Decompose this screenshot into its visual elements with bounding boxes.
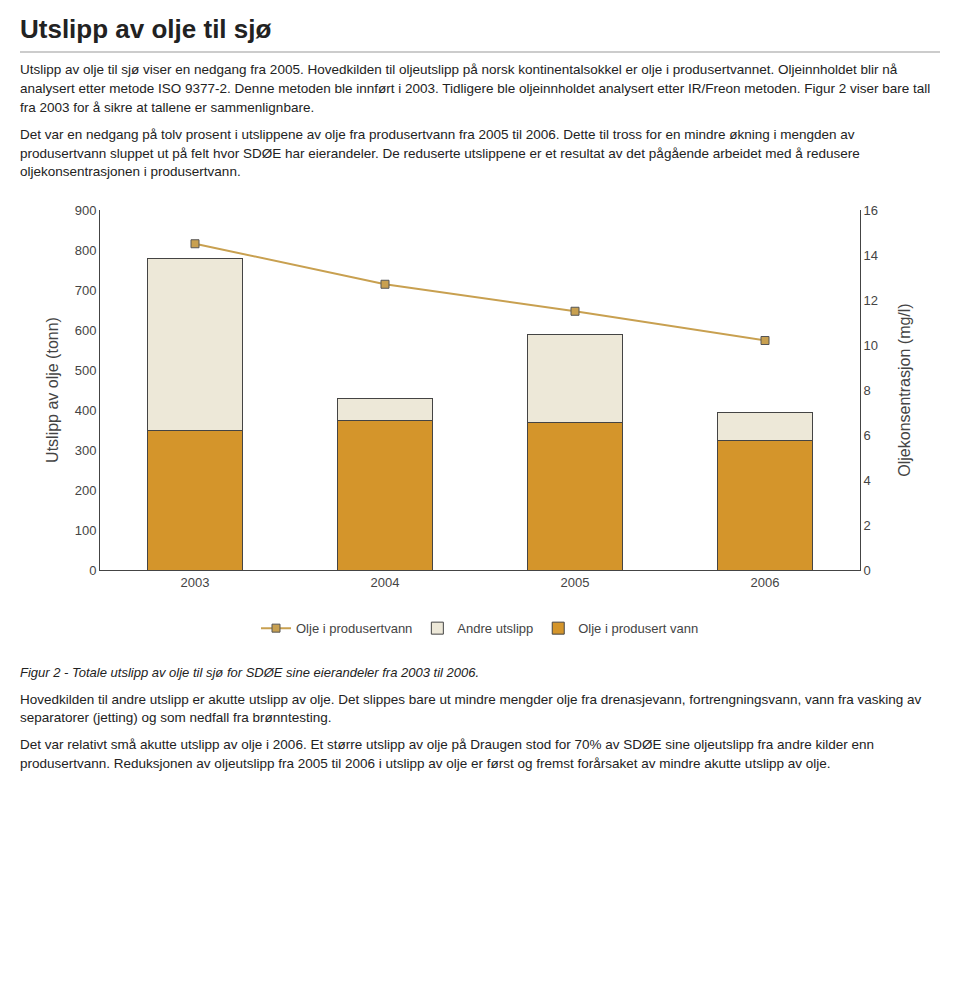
svg-text:8: 8: [864, 383, 871, 398]
svg-text:300: 300: [75, 443, 97, 458]
svg-text:100: 100: [75, 523, 97, 538]
svg-text:500: 500: [75, 363, 97, 378]
svg-text:900: 900: [75, 203, 97, 218]
svg-text:0: 0: [89, 563, 96, 578]
svg-text:600: 600: [75, 323, 97, 338]
svg-text:16: 16: [864, 203, 878, 218]
svg-text:2006: 2006: [751, 575, 780, 590]
svg-text:4: 4: [864, 473, 871, 488]
svg-text:Utslipp av olje (tonn): Utslipp av olje (tonn): [44, 317, 61, 463]
html-text:Det var relativt små akutte ut: Det var relativt små akutte utslipp av o…: [20, 737, 874, 772]
html-text:Hovedkilden til andre utslipp: Hovedkilden til andre utslipp er akutte …: [20, 691, 922, 726]
svg-text:2003: 2003: [181, 575, 210, 590]
svg-text:0: 0: [864, 563, 871, 578]
svg-text:12: 12: [864, 293, 878, 308]
svg-text:10: 10: [864, 338, 878, 353]
svg-text:400: 400: [75, 403, 97, 418]
svg-text:700: 700: [75, 283, 97, 298]
svg-text:Oljekonsentrasjon (mg/l): Oljekonsentrasjon (mg/l): [896, 304, 913, 477]
html-text:Figur 2 - Totale utslipp av ol: Figur 2 - Totale utslipp av olje til sjø…: [20, 665, 480, 681]
svg-text:2005: 2005: [561, 575, 590, 590]
html-text:Utslipp av olje til sjø viser: Utslipp av olje til sjø viser en nedgang…: [20, 62, 931, 115]
svg-text:800: 800: [75, 243, 97, 258]
svg-text:200: 200: [75, 483, 97, 498]
svg-text:Andre utslipp: Andre utslipp: [457, 622, 533, 637]
svg-text:14: 14: [864, 248, 878, 263]
svg-text:2004: 2004: [371, 575, 400, 590]
html-text:Utslipp av olje til sjø: Utslipp av olje til sjø: [20, 14, 272, 44]
svg-text:2: 2: [864, 518, 871, 533]
html-text:Det var en nedgang på tolv pro: Det var en nedgang på tolv prosent i uts…: [20, 126, 860, 180]
svg-text:6: 6: [864, 428, 871, 443]
svg-text:Olje i produsertvann: Olje i produsertvann: [296, 622, 412, 637]
svg-text:Olje i produsert vann: Olje i produsert vann: [578, 622, 698, 637]
